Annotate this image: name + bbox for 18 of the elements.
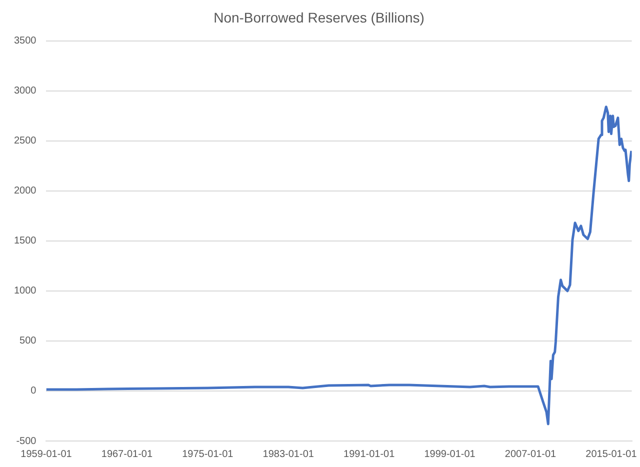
chart-title: Non-Borrowed Reserves (Billions) (214, 9, 424, 26)
y-tick-label: 1000 (14, 286, 37, 297)
y-tick-label: 1500 (14, 236, 37, 247)
y-tick-label: 2500 (14, 136, 37, 147)
x-tick-label: 1983-01-01 (262, 448, 314, 460)
y-tick-label: 2000 (14, 186, 37, 197)
x-tick-label: 1999-01-01 (424, 448, 476, 460)
x-tick-label: 2007-01-01 (504, 448, 557, 460)
y-tick-label: 3000 (14, 86, 37, 97)
y-tick-label: 500 (20, 336, 37, 347)
x-tick-label: 2015-01-01 (586, 448, 638, 460)
y-tick-label: -500 (16, 436, 37, 447)
y-tick-label: 3500 (14, 36, 37, 47)
x-tick-label: 1991-01-01 (344, 448, 396, 460)
x-tick-label: 1959-01-01 (20, 448, 72, 460)
x-tick-label: 1967-01-01 (101, 448, 153, 460)
y-tick-label: 0 (30, 386, 37, 397)
x-tick-label: 1975-01-01 (182, 448, 234, 460)
